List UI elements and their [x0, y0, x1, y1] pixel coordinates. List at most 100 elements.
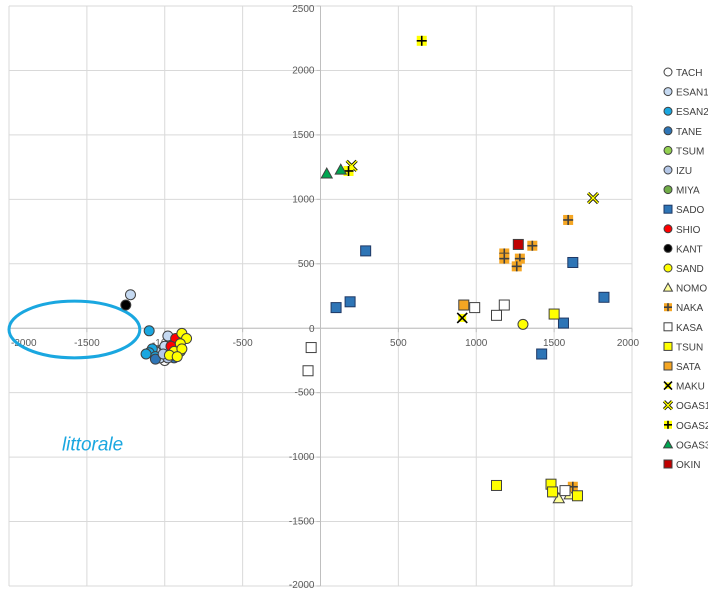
point-tsun — [571, 490, 583, 502]
point-kasa — [302, 365, 314, 377]
legend-marker-tsun — [663, 341, 673, 351]
y-tick-label: 2500 — [292, 4, 315, 15]
point-nomo — [552, 491, 566, 504]
annotation-layer: littorale — [7, 299, 142, 456]
data-points — [120, 35, 610, 504]
legend-marker-sand — [663, 263, 673, 273]
point-sado — [330, 302, 342, 314]
tick-labels: -2000 -1500 -1000 -500 500 1000 1500 2000 -2000 -… — [11, 4, 640, 590]
point-kant — [120, 299, 132, 311]
legend-marker-ogas1 — [662, 400, 674, 411]
legend-label-ogas1: OGAS1 — [676, 401, 708, 412]
legend-marker-maku — [663, 381, 673, 391]
legend-label-kasa: KASA — [676, 323, 703, 334]
y-tick-label: 500 — [298, 259, 315, 270]
point-naka — [563, 214, 574, 225]
point-kasa — [559, 485, 571, 497]
legend-label-shio: SHIO — [676, 225, 701, 236]
point-sado — [536, 348, 548, 360]
point-tane — [149, 353, 161, 365]
point-naka — [511, 261, 522, 272]
y-tick-label: 1500 — [292, 130, 315, 141]
legend-label-naka: NAKA — [676, 303, 704, 314]
legend-label-sata: SATA — [676, 362, 701, 373]
axis-layer — [8, 5, 633, 587]
x-tick-label: 2000 — [617, 338, 640, 349]
legend-label-maku: MAKU — [676, 382, 705, 393]
point-sand — [517, 318, 529, 330]
y-tick-label: -1500 — [289, 517, 315, 528]
y-tick-label: -1000 — [289, 452, 315, 463]
x-tick-label: 1000 — [465, 338, 488, 349]
legend-marker-miya — [663, 185, 673, 195]
point-ogas2 — [343, 165, 354, 176]
legend-marker-okin — [663, 459, 673, 469]
legend-label-esan1: ESAN1 — [676, 88, 708, 99]
origin-tick-label: 0 — [309, 324, 315, 335]
legend-marker-tsum — [663, 145, 673, 155]
x-tick-label: 500 — [390, 338, 407, 349]
point-kasa — [490, 309, 502, 321]
legend-label-tach: TACH — [676, 68, 702, 79]
legend-label-ogas2: OGAS2 — [676, 421, 708, 432]
legend-label-sado: SADO — [676, 205, 705, 216]
point-ogas3 — [334, 163, 348, 175]
legend-label-tane: TANE — [676, 127, 702, 138]
legend-label-nomo: NOMO — [676, 284, 707, 295]
y-tick-label: -2000 — [289, 580, 315, 590]
point-ogas1 — [587, 191, 600, 205]
point-sand — [171, 351, 183, 363]
littorale-label: littorale — [62, 435, 123, 456]
point-sado — [557, 317, 569, 329]
legend-label-tsum: TSUM — [676, 146, 704, 157]
legend-label-esan2: ESAN2 — [676, 107, 708, 118]
x-tick-label: -2000 — [11, 338, 37, 349]
point-esan2 — [140, 348, 152, 360]
legend-marker-kasa — [663, 322, 673, 332]
legend-marker-nomo — [662, 282, 674, 292]
y-tick-label: -500 — [294, 388, 314, 399]
legend-label-kant: KANT — [676, 244, 703, 255]
legend-marker-izu — [663, 165, 673, 175]
point-ogas2 — [416, 35, 427, 46]
littorale-ellipse — [7, 299, 142, 360]
legend-marker-kant — [663, 243, 673, 253]
legend-label-tsun: TSUN — [676, 342, 703, 353]
point-tsun — [547, 486, 559, 498]
legend-marker-esan2 — [663, 106, 673, 116]
legend-marker-shio — [663, 224, 673, 234]
legend-label-okin: OKIN — [676, 460, 700, 471]
legend-marker-naka — [664, 303, 672, 312]
legend-marker-tane — [663, 126, 673, 136]
legend-marker-ogas3 — [662, 438, 674, 449]
point-kasa — [305, 342, 317, 354]
legend-marker-ogas2 — [664, 420, 672, 429]
legend-marker-sado — [663, 204, 673, 214]
legend-label-izu: IZU — [676, 166, 692, 177]
point-maku — [456, 312, 468, 324]
x-tick-label: 1500 — [543, 338, 566, 349]
point-sado — [598, 291, 610, 303]
point-kasa — [469, 302, 481, 314]
point-okin — [512, 238, 524, 250]
legend-label-sand: SAND — [676, 264, 704, 275]
legend: TACH ESAN1 ESAN2 TANE TSUM IZU MIYA SADO SHIO KAN… — [662, 67, 708, 471]
legend-marker-tach — [663, 67, 673, 77]
point-esan1 — [124, 289, 136, 301]
point-tsun — [548, 308, 560, 320]
point-kasa — [498, 299, 510, 311]
y-tick-label: 1000 — [292, 194, 315, 205]
point-sado — [360, 245, 372, 257]
point-tsun — [490, 479, 502, 491]
point-ogas3 — [320, 167, 334, 179]
x-tick-label: -500 — [233, 338, 253, 349]
point-sata — [458, 299, 470, 311]
point-naka — [527, 240, 538, 251]
point-esan2 — [143, 325, 155, 337]
x-tick-label: -1500 — [74, 338, 100, 349]
point-naka — [499, 253, 510, 264]
legend-label-miya: MIYA — [676, 186, 700, 197]
point-sado — [567, 256, 579, 268]
legend-marker-sata — [663, 361, 673, 371]
